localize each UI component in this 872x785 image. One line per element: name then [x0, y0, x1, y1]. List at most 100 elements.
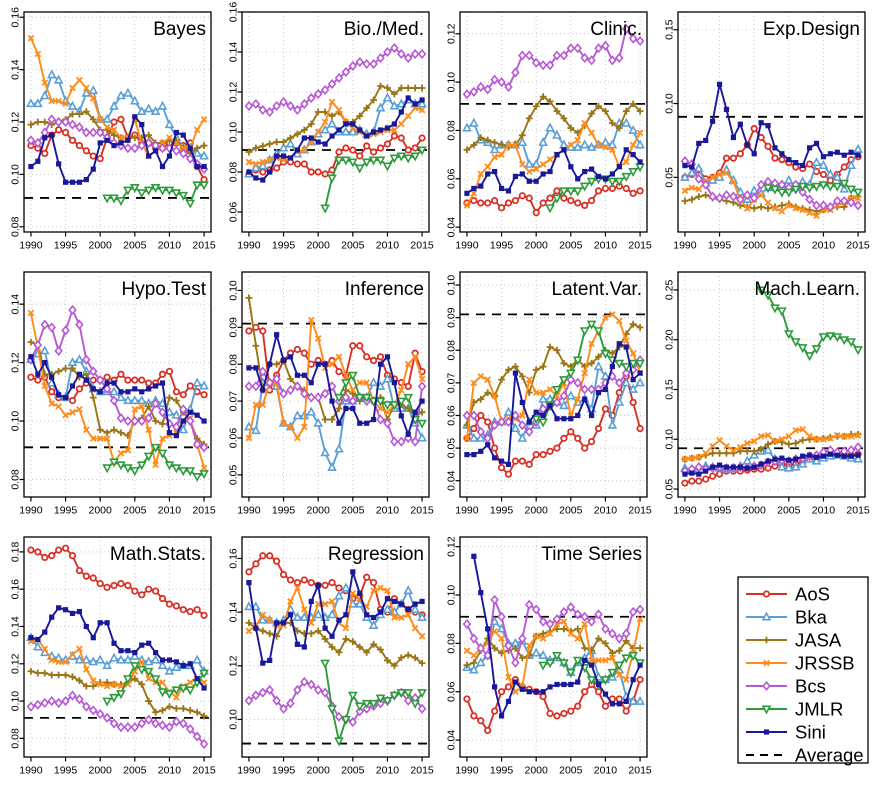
- x-tick-label: 2000: [307, 240, 331, 252]
- marker-plus: [193, 708, 201, 716]
- marker-triangle-up: [306, 406, 317, 416]
- marker-square: [152, 649, 159, 656]
- marker-x: [539, 389, 547, 396]
- series-jasa: [27, 667, 208, 720]
- marker-diamond: [635, 35, 645, 47]
- marker-triangle-down: [102, 194, 112, 204]
- marker-diamond: [559, 50, 569, 61]
- marker-square: [187, 145, 193, 151]
- marker-diamond: [694, 173, 704, 184]
- marker-triangle-up: [257, 614, 268, 624]
- series-bka: [244, 373, 427, 471]
- series-bcs: [26, 690, 209, 749]
- marker-circle: [245, 327, 253, 335]
- marker-diamond: [116, 722, 126, 733]
- marker-triangle-up: [853, 143, 863, 153]
- x-tick-label: 2015: [410, 765, 434, 777]
- marker-x: [384, 587, 391, 594]
- marker-diamond: [272, 373, 281, 385]
- marker-triangle-down: [545, 659, 555, 669]
- marker-circle: [826, 176, 834, 184]
- y-tick-label: 0.08: [10, 216, 22, 237]
- marker-x: [314, 128, 322, 136]
- y-tick-label: 0.06: [228, 202, 240, 223]
- marker-x: [463, 434, 471, 442]
- marker-x: [574, 136, 582, 144]
- marker-triangle-up: [102, 113, 112, 123]
- marker-diamond: [798, 187, 807, 198]
- panel-title: Mach.Learn.: [754, 279, 860, 300]
- marker-triangle-down: [614, 177, 625, 187]
- marker-square: [464, 190, 470, 196]
- marker-circle: [193, 606, 201, 614]
- marker-diamond: [383, 418, 392, 429]
- marker-square: [834, 149, 840, 155]
- marker-plus: [560, 114, 568, 122]
- marker-circle: [539, 692, 547, 701]
- marker-triangle-up: [382, 92, 393, 102]
- marker-x: [595, 656, 602, 664]
- marker-triangle-down: [621, 363, 632, 373]
- marker-square: [540, 689, 546, 695]
- series-sini: [28, 605, 207, 691]
- y-tick-label: 0.10: [664, 429, 676, 450]
- marker-x: [159, 435, 166, 442]
- marker-x: [363, 379, 371, 386]
- marker-square: [384, 354, 391, 360]
- marker-diamond: [313, 684, 323, 695]
- marker-square: [512, 370, 519, 376]
- marker-x: [702, 449, 710, 457]
- marker-diamond: [54, 116, 63, 128]
- marker-circle: [601, 405, 610, 413]
- marker-circle: [356, 342, 364, 350]
- marker-square: [533, 689, 539, 695]
- grid-lines: [460, 537, 647, 757]
- marker-triangle-up: [628, 695, 638, 705]
- marker-plus: [792, 439, 800, 447]
- marker-diamond: [123, 143, 133, 154]
- marker-triangle-up: [251, 425, 261, 435]
- y-tick-label: 0.08: [446, 633, 458, 654]
- marker-triangle-up: [586, 141, 597, 151]
- marker-circle: [532, 451, 540, 459]
- marker-square: [125, 389, 131, 395]
- marker-plus: [404, 651, 412, 659]
- marker-diamond: [601, 623, 610, 634]
- marker-diamond: [476, 643, 486, 654]
- marker-plus: [418, 84, 426, 92]
- marker-square: [526, 689, 532, 695]
- panel-latent-var: 1990 1995 2000 2005 2010 20150.040.050.060.07…: [446, 271, 652, 517]
- marker-triangle-down: [783, 188, 794, 198]
- marker-square: [364, 133, 370, 139]
- marker-square: [758, 461, 764, 467]
- marker-square: [62, 395, 69, 401]
- marker-triangle-up: [761, 611, 772, 621]
- marker-x: [103, 682, 111, 690]
- marker-square: [630, 677, 636, 683]
- marker-triangle-down: [586, 177, 597, 187]
- marker-circle: [55, 546, 63, 554]
- marker-circle: [259, 168, 267, 176]
- marker-circle: [525, 194, 533, 202]
- marker-diamond: [504, 640, 513, 651]
- marker-circle: [307, 168, 315, 176]
- marker-triangle-down: [586, 676, 597, 686]
- marker-plus: [560, 359, 568, 367]
- marker-triangle-up: [251, 162, 261, 172]
- marker-square: [827, 451, 833, 457]
- marker-diamond: [566, 374, 576, 385]
- marker-square: [253, 625, 259, 631]
- marker-diamond: [130, 143, 140, 154]
- marker-triangle-up: [417, 98, 427, 108]
- marker-plus: [629, 100, 637, 108]
- marker-square: [554, 681, 560, 688]
- marker-square: [315, 582, 321, 588]
- marker-triangle-up: [39, 90, 50, 100]
- marker-square: [125, 137, 131, 143]
- marker-plus: [757, 445, 765, 453]
- marker-diamond: [756, 179, 766, 190]
- marker-circle: [819, 170, 828, 179]
- marker-diamond: [417, 381, 427, 392]
- marker-square: [56, 605, 62, 611]
- marker-plus: [200, 142, 208, 149]
